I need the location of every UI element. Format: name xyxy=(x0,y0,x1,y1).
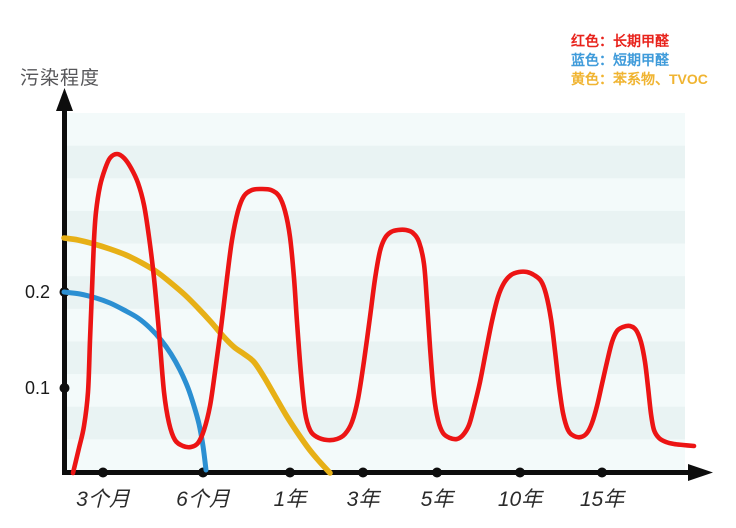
x-tick-dot xyxy=(358,467,368,478)
y-axis-arrow-icon xyxy=(56,88,73,111)
legend-item-short-term-formaldehyde: 蓝色：短期甲醛 xyxy=(571,52,669,68)
x-tick-label: 10年 xyxy=(498,488,544,511)
legend-item-long-term-formaldehyde: 红色：长期甲醛 xyxy=(571,33,669,49)
legend-item-benzene-tvoc: 黄色：苯系物、TVOC xyxy=(571,71,708,87)
x-tick-label: 3个月 xyxy=(76,488,131,511)
curve-benzene-tvoc xyxy=(61,235,333,476)
x-tick-label: 6个月 xyxy=(176,488,231,511)
bg-stripe xyxy=(66,308,685,343)
tick-labels: 0.2 0.1 3个月 6个月 1年 3年 5年 10年 15年 xyxy=(25,282,626,511)
y-tick-dot xyxy=(59,383,70,393)
bg-stripe xyxy=(66,439,685,473)
legend: 红色：长期甲醛 蓝色：短期甲醛 黄色：苯系物、TVOC xyxy=(571,32,708,89)
bg-stripe xyxy=(66,210,685,245)
x-tick-dot xyxy=(597,467,607,478)
x-tick-dot xyxy=(432,467,442,478)
x-tick-dot xyxy=(515,467,525,478)
y-axis-title: 污染程度 xyxy=(20,68,101,89)
curve-long-term-formaldehyde xyxy=(70,151,697,476)
bg-stripe xyxy=(66,178,685,212)
x-tick-label: 3年 xyxy=(347,488,382,511)
x-tick-label: 1年 xyxy=(274,488,309,511)
x-tick-dot xyxy=(98,467,108,478)
x-axis-arrow-icon xyxy=(688,464,713,481)
y-tick-label: 0.2 xyxy=(25,282,50,302)
y-tick-label: 0.1 xyxy=(25,378,50,398)
x-tick-dot xyxy=(285,467,295,478)
x-tick-label: 5年 xyxy=(421,488,456,511)
bg-stripe xyxy=(66,113,685,147)
data-curves xyxy=(61,151,697,476)
bg-stripe xyxy=(66,374,685,408)
bg-stripe xyxy=(66,145,685,179)
x-tick-label: 15年 xyxy=(580,488,626,511)
